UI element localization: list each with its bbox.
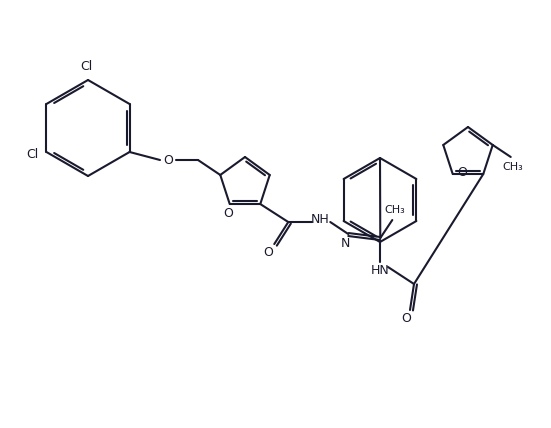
- Text: N: N: [341, 237, 350, 250]
- Text: O: O: [457, 166, 467, 178]
- Text: O: O: [401, 312, 411, 326]
- Text: NH: NH: [311, 213, 329, 226]
- Text: O: O: [263, 246, 273, 259]
- Text: O: O: [163, 154, 173, 166]
- Text: CH₃: CH₃: [384, 205, 404, 215]
- Text: Cl: Cl: [80, 59, 92, 72]
- Text: HN: HN: [371, 265, 390, 277]
- Text: CH₃: CH₃: [503, 162, 523, 172]
- Text: Cl: Cl: [26, 148, 39, 160]
- Text: O: O: [223, 207, 233, 220]
